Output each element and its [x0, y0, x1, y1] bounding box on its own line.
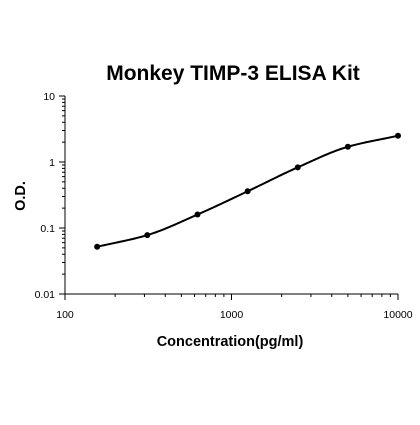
x-axis-label: Concentration(pg/ml): [157, 334, 304, 350]
x-tick-label: 100: [56, 309, 74, 321]
data-point: [395, 132, 401, 139]
y-tick-label: 10: [43, 91, 55, 103]
y-tick-label: 0.1: [40, 223, 55, 235]
data-point: [344, 143, 351, 150]
points-group: [94, 132, 401, 250]
tick-labels: 100 1000 10000 0.01 0.1 1 10: [35, 91, 413, 321]
data-point: [194, 211, 201, 218]
data-point: [244, 188, 251, 195]
data-point: [144, 232, 151, 239]
chart-title: Monkey TIMP-3 ELISA Kit: [106, 62, 360, 85]
y-tick-label: 0.01: [35, 289, 56, 301]
y-axis-label: O.D.: [13, 181, 29, 211]
data-point: [294, 164, 301, 171]
y-tick-label: 1: [49, 157, 55, 169]
axis-ticks: [59, 95, 399, 300]
x-tick-label: 10000: [383, 309, 412, 321]
axes: [64, 96, 398, 295]
x-tick-label: 1000: [220, 309, 244, 321]
data-point: [94, 243, 101, 250]
